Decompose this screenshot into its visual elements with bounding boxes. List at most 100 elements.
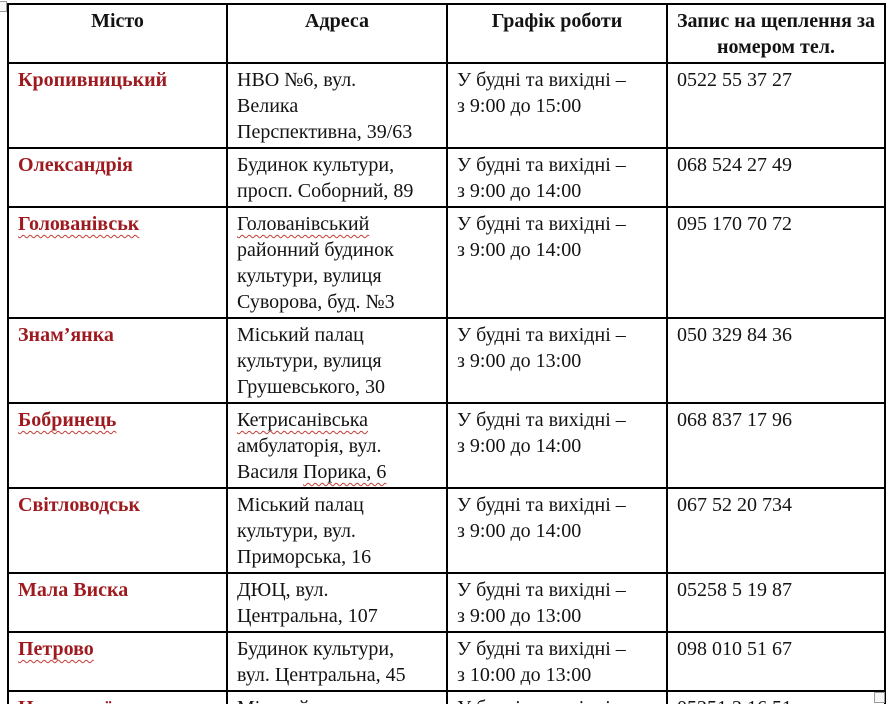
address-text: НВО №6, вул. (237, 69, 357, 91)
schedule-line: з 9:00 до 15:00 (457, 95, 582, 117)
city-name: Олександрія (18, 154, 133, 176)
address-text: Голованівський (237, 213, 370, 235)
address-line: Міський палац (237, 695, 442, 704)
phone-cell: 068 524 27 49 (666, 147, 886, 208)
city-cell: Світловодськ (7, 487, 228, 574)
address-text: Будинок культури, (237, 638, 395, 660)
address-text: Перспективна, 39/63 (237, 121, 413, 143)
address-text: районний будинок (237, 239, 394, 261)
address-text: Василя (237, 461, 303, 483)
phone-cell: 0522 55 37 27 (666, 62, 886, 149)
city-name: Кропивницький (18, 69, 168, 91)
address-text: вул. Центральна, 45 (237, 664, 406, 686)
schedule-cell: У будні та вихідні – з 9:00 до 15:00 (446, 62, 668, 149)
address-line: культури, вулиця (237, 263, 442, 289)
address-cell: Будинок культури, вул. Центральна, 45 (226, 631, 448, 692)
address-text: Будинок культури, (237, 154, 395, 176)
schedule-cell: У будні та вихідні – з 9:00 до 13:00 (446, 317, 668, 404)
address-line: Голованівський (237, 211, 442, 237)
city-name: Мала Виска (18, 579, 129, 601)
table-move-handle[interactable] (0, 1, 7, 12)
table-row: Олександрія Будинок культури, просп. Собор… (7, 147, 886, 208)
address-text: Грушевського, 30 (237, 376, 386, 398)
address-text: амбулаторія, вул. (237, 435, 382, 457)
city-cell: Голованівськ (7, 206, 228, 319)
schedule-cell: У будні та вихідні –з 9:00 до 14:00 (446, 206, 668, 319)
address-line: вул. Центральна, 45 (237, 662, 442, 688)
phone-number: 068 837 17 96 (677, 409, 792, 431)
phone-cell: 098 010 51 67 (666, 631, 886, 692)
address-line: НВО №6, вул. (237, 67, 442, 93)
phone-cell: 095 170 70 72 (666, 206, 886, 319)
phone-cell: 05258 5 19 87 (666, 572, 886, 633)
address-line: Василя Порика, 6 (237, 459, 442, 485)
phone-number: 05251 2 16 51 (677, 697, 792, 704)
city-cell: Кропивницький (7, 62, 228, 149)
city-name: Голованівськ (18, 213, 140, 235)
address-text: Центральна, 107 (237, 605, 378, 627)
table-row: Знам’янка Міський палац культури, вулиця Гр… (7, 317, 886, 404)
phone-cell: 050 329 84 36 (666, 317, 886, 404)
table-header: Місто Адреса Графік роботи Запис на щепл… (7, 3, 886, 64)
schedule-line: У будні та вихідні – (457, 154, 626, 176)
address-text: культури, вулиця (237, 350, 382, 372)
city-name: Новоукраїнка (18, 697, 144, 704)
city-cell: Новоукраїнка (7, 690, 228, 704)
address-cell: Кетрисанівська амбулаторія, вул. Василя По… (226, 402, 448, 489)
city-cell: Олександрія (7, 147, 228, 208)
address-text: просп. Соборний, 89 (237, 180, 414, 202)
phone-cell: 068 837 17 96 (666, 402, 886, 489)
schedule-line: з 10:00 до 13:00 (457, 664, 592, 686)
schedule-cell: У будні та вихідні – з 10:00 до 13:00 (446, 631, 668, 692)
phone-number: 068 524 27 49 (677, 154, 792, 176)
table-body: Кропивницький НВО №6, вул. Велика Перспекти… (7, 62, 886, 704)
address-text: культури, вул. (237, 520, 356, 542)
address-text: Приморська, 16 (237, 546, 372, 568)
header-city: Місто (7, 3, 228, 64)
address-text: Міський палац (237, 324, 364, 346)
address-text: Порика, 6 (302, 461, 387, 483)
address-line: Кетрисанівська (237, 407, 442, 433)
schedule-cell: У будні та вихідні – з 9:00 до 13:00 (446, 572, 668, 633)
address-line: Суворова, буд. №3 (237, 289, 442, 315)
schedule-line: з 9:00 до 14:00 (457, 520, 582, 542)
address-line: Перспективна, 39/63 (237, 119, 442, 145)
address-line: районний будинок (237, 237, 442, 263)
address-text: Кетрисанівська (237, 409, 369, 431)
schedule-line: У будні та вихідні – (457, 409, 626, 431)
address-line: культури, вулиця (237, 348, 442, 374)
schedule-cell: У будні та вихідні –з 9:00 до 14:00 (446, 690, 668, 704)
address-text: Міський палац (237, 494, 364, 516)
address-line: Міський палац (237, 322, 442, 348)
address-line: культури, вул. (237, 518, 442, 544)
city-cell: Мала Виска (7, 572, 228, 633)
phone-cell: 05251 2 16 51 (666, 690, 886, 704)
address-line: Центральна, 107 (237, 603, 442, 629)
address-text: Суворова, буд. №3 (237, 291, 395, 313)
table-resize-handle[interactable] (874, 692, 885, 703)
city-name: Бобринець (18, 409, 117, 431)
address-line: Міський палац (237, 492, 442, 518)
city-cell: Знам’янка (7, 317, 228, 404)
schedule-line: У будні та вихідні – (457, 213, 626, 235)
address-cell: ДЮЦ, вул. Центральна, 107 (226, 572, 448, 633)
phone-number: 05258 5 19 87 (677, 579, 792, 601)
address-cell: Голованівський районний будинок культури, … (226, 206, 448, 319)
table-row: Бобринець Кетрисанівська амбулаторія, вул.… (7, 402, 886, 489)
schedule-line: У будні та вихідні – (457, 324, 626, 346)
address-line: просп. Соборний, 89 (237, 178, 442, 204)
schedule-line: У будні та вихідні – (457, 69, 626, 91)
address-text: Велика (237, 95, 299, 117)
address-cell: Будинок культури, просп. Соборний, 89 (226, 147, 448, 208)
header-schedule: Графік роботи (446, 3, 668, 64)
header-row: Місто Адреса Графік роботи Запис на щепл… (7, 3, 886, 64)
address-text: ДЮЦ, вул. (237, 579, 329, 601)
address-line: Грушевського, 30 (237, 374, 442, 400)
schedule-line: У будні та вихідні – (457, 579, 626, 601)
phone-number: 067 52 20 734 (677, 494, 792, 516)
city-name: Петрово (18, 638, 94, 660)
schedule-line: У будні та вихідні – (457, 695, 662, 704)
